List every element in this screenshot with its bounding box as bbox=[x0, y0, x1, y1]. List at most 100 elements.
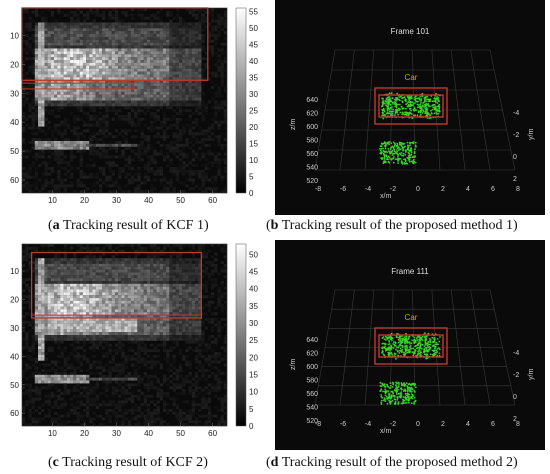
heatmap-cell bbox=[130, 181, 135, 185]
heatmap-cell bbox=[214, 120, 218, 124]
car-point bbox=[418, 106, 420, 108]
heatmap-cell bbox=[207, 166, 212, 170]
heatmap-cell bbox=[34, 126, 39, 130]
heatmap-cell bbox=[102, 143, 106, 147]
heatmap-cell bbox=[108, 320, 112, 324]
heatmap-cell bbox=[182, 103, 186, 107]
heatmap-cell bbox=[172, 34, 176, 38]
heatmap-cell bbox=[137, 263, 141, 267]
heatmap-cell bbox=[134, 54, 138, 58]
heatmap-cell bbox=[194, 13, 199, 17]
heatmap-cell bbox=[98, 57, 103, 61]
heatmap-cell bbox=[146, 71, 151, 75]
heatmap-cell bbox=[102, 94, 106, 98]
heatmap-cell bbox=[191, 83, 196, 87]
heatmap-cell bbox=[38, 120, 42, 124]
heatmap-cell bbox=[63, 184, 67, 188]
heatmap-cell bbox=[89, 71, 93, 75]
heatmap-cell bbox=[146, 65, 151, 69]
heatmap-cell bbox=[185, 312, 189, 316]
heatmap-cell bbox=[121, 278, 125, 282]
heatmap-cell bbox=[207, 178, 212, 182]
heatmap-cell bbox=[130, 275, 135, 279]
heatmap-cell bbox=[127, 317, 131, 321]
heatmap-cell bbox=[79, 146, 83, 150]
heatmap-cell bbox=[95, 103, 99, 107]
heatmap-cell bbox=[50, 320, 55, 324]
heatmap-cell bbox=[34, 309, 39, 313]
heatmap-cell bbox=[137, 261, 141, 264]
heatmap-cell bbox=[86, 54, 90, 58]
heatmap-cell bbox=[182, 181, 186, 185]
ground-point bbox=[389, 148, 392, 151]
heatmap-cell bbox=[150, 303, 154, 307]
heatmap-cell bbox=[44, 8, 48, 11]
heatmap-cell bbox=[191, 152, 196, 156]
box-label: Car bbox=[405, 73, 418, 82]
heatmap-cell bbox=[76, 42, 80, 46]
heatmap-cell bbox=[188, 187, 192, 191]
heatmap-cell bbox=[82, 175, 87, 179]
heatmap-cell bbox=[47, 155, 51, 159]
heatmap-cell bbox=[143, 309, 148, 313]
heatmap-cell bbox=[146, 166, 151, 170]
heatmap-cell bbox=[191, 292, 196, 296]
heatmap-cell bbox=[79, 77, 83, 81]
heatmap-cell bbox=[214, 252, 218, 256]
heatmap-cell bbox=[127, 117, 131, 121]
heatmap-cell bbox=[143, 117, 148, 121]
heatmap-cell bbox=[41, 306, 45, 310]
heatmap-cell bbox=[169, 146, 173, 150]
heatmap-cell bbox=[41, 112, 45, 116]
heatmap-cell bbox=[98, 97, 103, 101]
x-tick-label: 2 bbox=[441, 186, 445, 193]
heatmap-cell bbox=[194, 51, 199, 55]
heatmap-cell bbox=[31, 83, 35, 87]
heatmap-cell bbox=[98, 13, 103, 17]
heatmap-cell bbox=[102, 283, 106, 287]
heatmap-cell bbox=[130, 97, 135, 101]
heatmap-cell bbox=[156, 42, 160, 46]
heatmap-cell bbox=[146, 275, 151, 279]
heatmap-cell bbox=[60, 295, 64, 299]
heatmap-cell bbox=[153, 22, 157, 26]
heatmap-cell bbox=[153, 152, 157, 156]
heatmap-cell bbox=[89, 34, 93, 38]
heatmap-cell bbox=[86, 100, 90, 104]
heatmap-cell bbox=[86, 164, 90, 168]
heatmap-cell bbox=[191, 295, 196, 299]
heatmap-cell bbox=[89, 255, 93, 259]
car-point bbox=[405, 114, 408, 117]
heatmap-cell bbox=[223, 132, 228, 136]
car-point bbox=[430, 109, 432, 112]
heatmap-cell bbox=[178, 181, 183, 185]
heatmap-cell bbox=[89, 315, 93, 319]
heatmap-cell bbox=[185, 300, 189, 304]
heatmap-cell bbox=[156, 60, 160, 64]
heatmap-cell bbox=[54, 103, 58, 107]
heatmap-cell bbox=[34, 106, 39, 110]
heatmap-cell bbox=[150, 246, 154, 250]
heatmap-cell bbox=[191, 22, 196, 26]
heatmap-cell bbox=[162, 178, 167, 182]
heatmap-cell bbox=[57, 184, 61, 188]
heatmap-cell bbox=[204, 25, 208, 29]
ground-point bbox=[398, 141, 401, 144]
heatmap-cell bbox=[76, 184, 80, 188]
heatmap-cell bbox=[172, 62, 176, 66]
heatmap-cell bbox=[137, 100, 141, 104]
heatmap-cell bbox=[92, 283, 96, 287]
heatmap-cell bbox=[153, 263, 157, 267]
heatmap-cell bbox=[31, 57, 35, 61]
heatmap-cell bbox=[146, 62, 151, 66]
heatmap-cell bbox=[172, 28, 176, 32]
heatmap-cell bbox=[143, 190, 148, 194]
heatmap-cell bbox=[57, 39, 61, 43]
heatmap-cell bbox=[70, 80, 74, 84]
heatmap-cell bbox=[60, 158, 64, 162]
heatmap-cell bbox=[188, 266, 192, 270]
heatmap-cell bbox=[159, 54, 164, 58]
heatmap-cell bbox=[185, 269, 189, 273]
heatmap-cell bbox=[66, 309, 71, 313]
heatmap-cell bbox=[143, 8, 148, 11]
